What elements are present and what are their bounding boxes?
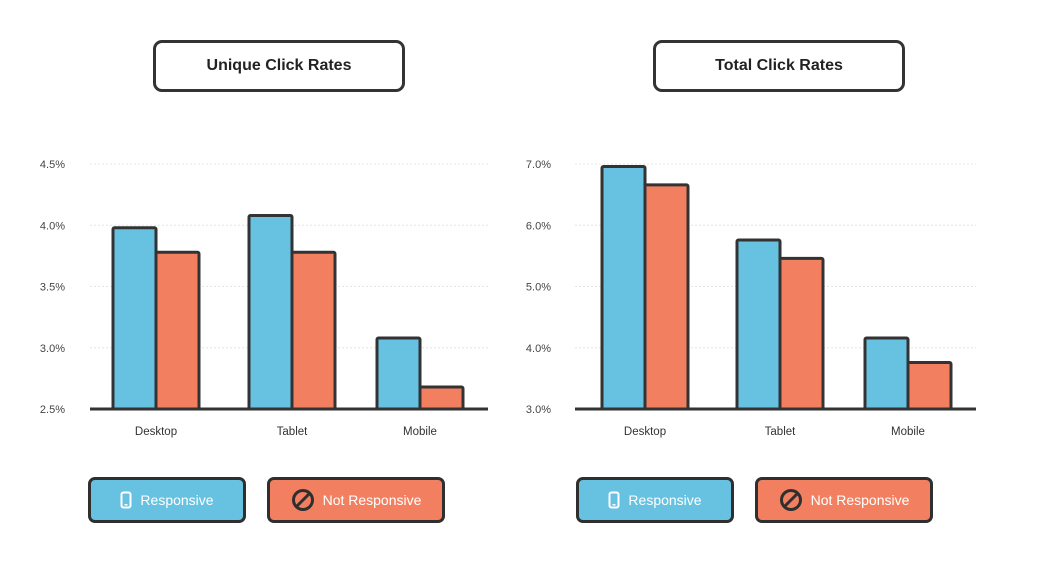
y-tick-label: 7.0% [526,159,551,171]
chart-title: Total Click Rates [653,40,905,92]
bar-mobile-responsive [375,336,422,411]
legend-responsive-label: Responsive [628,492,702,508]
prohibited-icon [291,488,315,512]
phone-icon [608,491,620,509]
total-click-rates-panel: Total Click Rates 3.0% 4.0% 5.0% 6.0% 7.0% De… [519,0,1038,562]
bar-desktop-not-responsive [643,183,690,411]
y-tick-label: 5.0% [526,282,551,294]
legend-not-responsive-label: Not Responsive [322,492,422,508]
y-tick-label: 3.0% [40,343,65,355]
legend-not-responsive-button[interactable]: Not Responsive [267,477,445,523]
legend-responsive-button[interactable]: Responsive [576,477,734,523]
chart-title: Unique Click Rates [153,40,405,92]
bar-tablet-responsive [247,213,294,411]
bar-tablet-not-responsive [290,250,337,411]
unique-click-rates-chart: 2.5% 3.0% 3.5% 4.0% 4.5% Desktop Tablet Mobile [40,159,488,438]
y-tick-label: 3.5% [40,282,65,294]
x-category-label: Mobile [891,426,925,438]
y-tick-label: 3.0% [526,404,551,416]
bar-mobile-responsive [863,336,910,411]
bar-mobile-not-responsive [906,360,953,411]
total-click-rates-chart: 3.0% 4.0% 5.0% 6.0% 7.0% Desktop Tablet Mobile [526,159,976,438]
bar-desktop-responsive [111,226,158,411]
bar-mobile-not-responsive [418,385,465,411]
x-category-label: Desktop [135,426,177,438]
y-tick-label: 4.5% [40,159,65,171]
bar-desktop-responsive [600,164,647,411]
legend-responsive-label: Responsive [140,492,214,508]
y-tick-label: 4.0% [40,220,65,232]
x-category-label: Tablet [765,426,796,438]
bar-tablet-not-responsive [778,256,825,411]
x-category-label: Tablet [277,426,308,438]
bar-tablet-responsive [735,238,782,411]
x-category-label: Mobile [403,426,437,438]
y-tick-label: 4.0% [526,343,551,355]
bar-desktop-not-responsive [154,250,201,411]
legend-responsive-button[interactable]: Responsive [88,477,246,523]
x-category-label: Desktop [624,426,666,438]
y-tick-label: 2.5% [40,404,65,416]
prohibited-icon [779,488,803,512]
unique-click-rates-panel: Unique Click Rates 2.5% 3.0% 3.5% 4.0% 4.5% D… [40,40,488,523]
legend-not-responsive-label: Not Responsive [810,492,910,508]
y-tick-label: 6.0% [526,220,551,232]
legend-not-responsive-button[interactable]: Not Responsive [755,477,933,523]
phone-icon [120,491,132,509]
